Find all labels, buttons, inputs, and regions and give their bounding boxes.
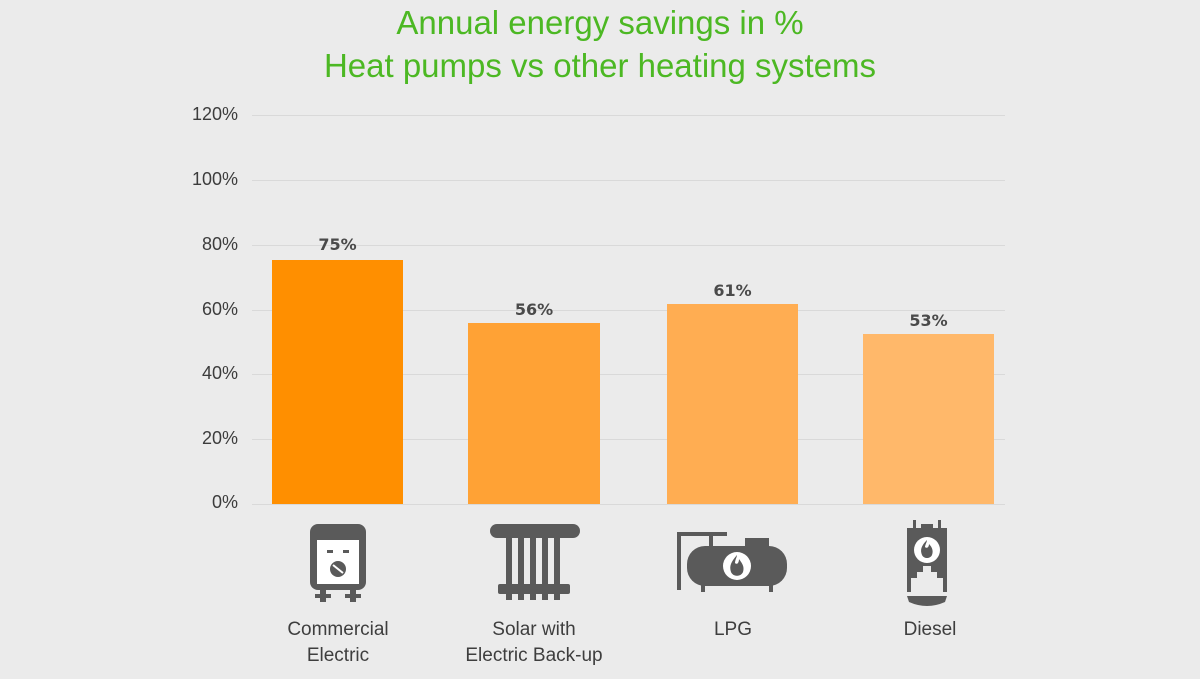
gridline-20 bbox=[252, 439, 1005, 440]
y-tick-0: 0% bbox=[211, 492, 238, 512]
category-label-line-1: Diesel bbox=[903, 619, 957, 640]
category-label-line-2: Electric Back-up bbox=[465, 645, 603, 666]
chart-title-line-1: Annual energy savings in % bbox=[396, 4, 804, 41]
value-label-commercial-electric: 75% bbox=[318, 235, 357, 254]
radiator-icon bbox=[490, 524, 580, 600]
category-label-line-1: Solar with bbox=[492, 619, 576, 640]
category-label-lpg: LPG bbox=[643, 617, 823, 643]
bar-lpg bbox=[667, 304, 798, 504]
bar-commercial-electric bbox=[272, 260, 403, 504]
value-label-solar-electric-backup: 56% bbox=[514, 300, 554, 319]
y-tick-80: 80% bbox=[201, 234, 238, 254]
y-tick-40: 40% bbox=[201, 363, 238, 383]
gas-tank-icon bbox=[677, 532, 787, 592]
gridline-100 bbox=[252, 180, 1005, 181]
value-label-diesel: 53% bbox=[909, 311, 948, 330]
y-tick-120: 120% bbox=[191, 104, 238, 124]
category-label-line-1: Commercial bbox=[287, 619, 389, 640]
boiler-icon bbox=[907, 520, 947, 606]
gridline-0 bbox=[252, 504, 1005, 505]
gridline-80 bbox=[252, 245, 1005, 246]
y-tick-60: 60% bbox=[201, 299, 238, 319]
bar-solar-electric-backup bbox=[468, 323, 600, 504]
water-heater-icon bbox=[310, 524, 366, 602]
category-label-diesel: Diesel bbox=[840, 617, 1020, 643]
category-label-line-2: Electric bbox=[306, 645, 370, 666]
category-label-line-1: LPG bbox=[713, 619, 753, 640]
category-label-commercial-electric: Commercial Electric bbox=[250, 617, 426, 669]
gridline-40 bbox=[252, 374, 1005, 375]
category-label-solar-electric-backup: Solar with Electric Back-up bbox=[434, 617, 634, 669]
gridline-120 bbox=[252, 115, 1005, 116]
bar-diesel bbox=[863, 334, 994, 504]
chart-title-line-2: Heat pumps vs other heating systems bbox=[323, 47, 877, 84]
value-label-lpg: 61% bbox=[713, 281, 752, 300]
y-tick-20: 20% bbox=[201, 428, 238, 448]
y-tick-100: 100% bbox=[191, 169, 238, 189]
gridline-60 bbox=[252, 310, 1005, 311]
